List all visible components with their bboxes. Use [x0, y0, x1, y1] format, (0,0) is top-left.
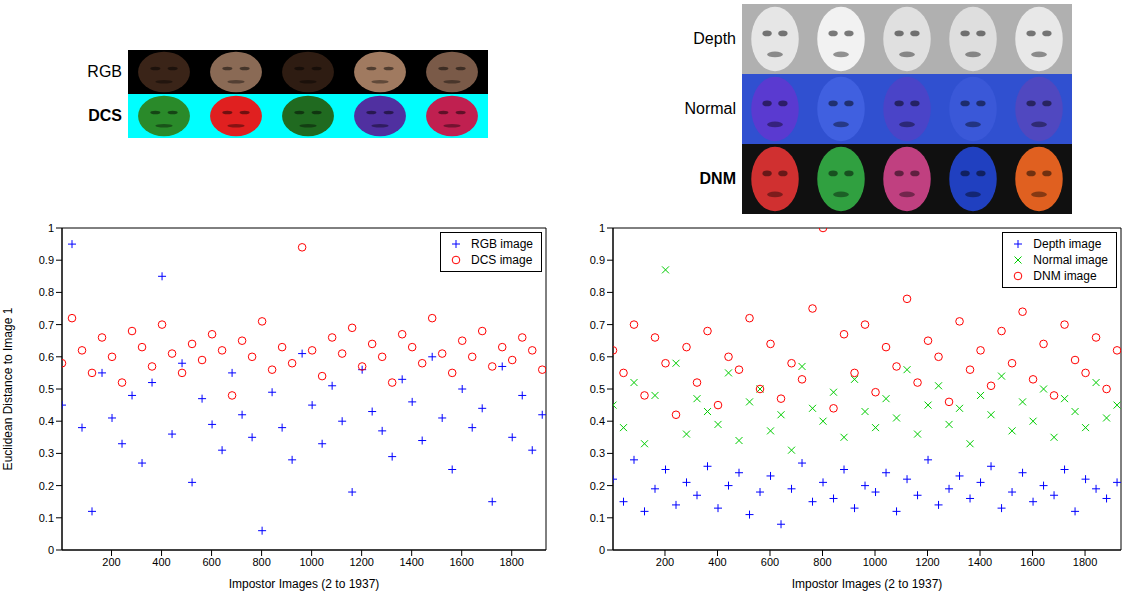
html-text:DNM image: DNM image — [1033, 269, 1097, 283]
svg-text:0.7: 0.7 — [590, 319, 605, 331]
svg-text:1400: 1400 — [968, 556, 992, 568]
svg-text:0.4: 0.4 — [590, 415, 605, 427]
svg-text:200: 200 — [656, 556, 674, 568]
svg-text:600: 600 — [202, 556, 220, 568]
html-text:Depth: Depth — [693, 30, 736, 47]
svg-text:1200: 1200 — [349, 556, 373, 568]
html-text:RGB image: RGB image — [471, 237, 533, 251]
svg-text:0.6: 0.6 — [39, 351, 54, 363]
html-text:DNM: DNM — [699, 170, 736, 187]
svg-text:1800: 1800 — [1073, 556, 1097, 568]
svg-text:0.2: 0.2 — [590, 480, 605, 492]
svg-text:1: 1 — [599, 222, 605, 234]
html-text:Depth image: Depth image — [1033, 237, 1102, 251]
svg-text:400: 400 — [708, 556, 726, 568]
html-text:Normal: Normal — [684, 100, 736, 117]
svg-text:0: 0 — [599, 544, 605, 556]
svg-text:0.9: 0.9 — [590, 254, 605, 266]
svg-text:400: 400 — [152, 556, 170, 568]
svg-text:1600: 1600 — [1020, 556, 1044, 568]
svg-text:0.3: 0.3 — [590, 447, 605, 459]
svg-text:1600: 1600 — [449, 556, 473, 568]
svg-text:1200: 1200 — [915, 556, 939, 568]
svg-text:0.6: 0.6 — [590, 351, 605, 363]
svg-text:Impostor Images (2 to 1937): Impostor Images (2 to 1937) — [229, 577, 380, 591]
svg-text:0.2: 0.2 — [39, 480, 54, 492]
svg-text:0.4: 0.4 — [39, 415, 54, 427]
svg-text:1000: 1000 — [863, 556, 887, 568]
svg-text:0.8: 0.8 — [39, 286, 54, 298]
html-text:DCS: DCS — [88, 107, 122, 124]
svg-text:Impostor Images (2 to 1937): Impostor Images (2 to 1937) — [792, 577, 943, 591]
svg-text:1800: 1800 — [499, 556, 523, 568]
svg-text:800: 800 — [813, 556, 831, 568]
svg-text:1000: 1000 — [299, 556, 323, 568]
svg-text:0.1: 0.1 — [590, 512, 605, 524]
svg-text:0.5: 0.5 — [39, 383, 54, 395]
svg-text:200: 200 — [102, 556, 120, 568]
svg-text:0.1: 0.1 — [39, 512, 54, 524]
svg-text:0.7: 0.7 — [39, 319, 54, 331]
svg-text:0.3: 0.3 — [39, 447, 54, 459]
svg-text:Euclidean Distance to Image 1: Euclidean Distance to Image 1 — [1, 307, 15, 470]
svg-text:1400: 1400 — [399, 556, 423, 568]
html-text:Normal image: Normal image — [1033, 253, 1108, 267]
svg-text:0.8: 0.8 — [590, 286, 605, 298]
svg-text:0.5: 0.5 — [590, 383, 605, 395]
svg-text:600: 600 — [761, 556, 779, 568]
svg-text:0.9: 0.9 — [39, 254, 54, 266]
svg-text:800: 800 — [252, 556, 270, 568]
html-text:DCS image: DCS image — [471, 253, 533, 267]
html-text:RGB: RGB — [87, 63, 122, 80]
svg-text:0: 0 — [48, 544, 54, 556]
svg-text:1: 1 — [48, 222, 54, 234]
